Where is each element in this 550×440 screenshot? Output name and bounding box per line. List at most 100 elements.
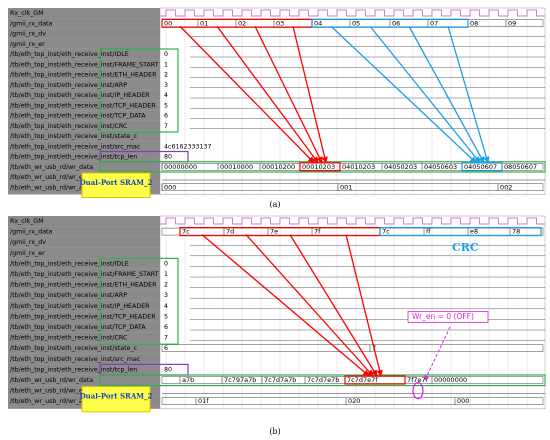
sram-box: [81, 172, 151, 198]
signal-name: /tb/eth_top_inst/eth_receive_inst/TCP_DA…: [10, 113, 146, 120]
cursor-value: 4: [164, 92, 168, 99]
bus-value: 00010203: [302, 163, 335, 171]
cursor-value: 3: [164, 82, 168, 89]
signal-name: /gmii_rx_data: [10, 229, 53, 236]
signal-name: /tb/eth_wr_usb_rd/wr_data: [10, 164, 93, 171]
signal-name: /gmii_rx_er: [10, 41, 45, 48]
bus-value: 06: [392, 19, 400, 27]
bus-value: 00010200: [262, 163, 295, 171]
cursor-value: 3: [164, 292, 168, 299]
signal-name: /tb/eth_top_inst/eth_receive_inst/IDLE: [10, 260, 129, 267]
bus-value: 04: [314, 19, 322, 27]
bus-value: 7d: [226, 228, 234, 236]
bus-value: 04050603: [424, 163, 457, 171]
bus-value: 01: [200, 19, 208, 27]
signal-name: /tb/eth_top_inst/eth_receive_inst/tcp_le…: [10, 366, 137, 373]
wr-data-box: [99, 374, 546, 387]
cursor-value: 6: [164, 345, 168, 352]
data-arrow: [245, 234, 374, 377]
signal-name: /tb/eth_top_inst/eth_receive_inst/state_…: [10, 133, 138, 140]
signal-name: /tb/eth_wr_usb_rd/wr_addr: [10, 184, 94, 191]
bus-value: 7c7d7a7b: [264, 376, 296, 384]
bus-value: 04050203: [384, 163, 417, 171]
bus-value: 7c7d7e7f: [347, 376, 378, 384]
signal-name: /tb/eth_top_inst/eth_receive_inst/src_ma…: [10, 143, 141, 150]
signal-name: /tb/eth_top_inst/eth_receive_inst/ARP: [10, 292, 127, 299]
cursor-value: 0: [164, 51, 168, 58]
signal-name: /tb/eth_top_inst/eth_receive_inst/TCP_DA…: [10, 324, 146, 331]
cursor-value: 4c6162333137: [164, 143, 212, 150]
bus-value: 7f7e7f: [407, 376, 429, 384]
signal-name: Rx_clk_GM: [10, 10, 44, 17]
bus-value: 7c7d7e7b: [307, 376, 339, 384]
signal-name: /tb/eth_top_inst/eth_receive_inst/ETH_HE…: [10, 72, 157, 79]
signal-name: /gmii_rx_er: [10, 250, 45, 257]
bus-value: 01f: [198, 397, 209, 405]
bus-value: 7c: [382, 228, 390, 236]
cursor-value: 5: [164, 102, 168, 109]
wr-en-mark: [412, 382, 424, 400]
signal-name: /tb/eth_top_inst/eth_receive_inst/src_ma…: [10, 356, 141, 363]
bus-value: 05: [352, 19, 360, 27]
data-arrow: [330, 25, 477, 164]
sram-label: Dual-Port SRAM_2: [80, 392, 153, 401]
signal-name: /gmii_rx_dv: [10, 31, 46, 38]
data-arrow: [345, 234, 383, 377]
signal-name: /gmii_rx_data: [10, 20, 53, 27]
signal-name: /tb/eth_top_inst/eth_receive_inst/IP_HEA…: [10, 303, 150, 310]
cursor-value: 2: [164, 72, 168, 79]
cursor-value: 80: [164, 366, 172, 373]
note-box: [407, 310, 489, 323]
signal-name: /tb/eth_wr_usb_rd/wr_addr: [10, 398, 94, 405]
cursor-value: 1: [164, 271, 168, 278]
bus-value: 02: [238, 19, 246, 27]
signal-name: /tb/eth_top_inst/eth_receive_inst/state_…: [10, 345, 138, 352]
bus-value: 7e: [270, 228, 278, 236]
state-box: [99, 48, 179, 133]
source-box: [311, 18, 469, 28]
bus-value: 7c: [182, 228, 190, 236]
name-pane: [8, 8, 160, 195]
signal-name: /tb/eth_top_inst/eth_receive_inst/TCP_HE…: [10, 102, 156, 109]
bus-value: 000: [164, 183, 176, 191]
caption: (b): [269, 427, 280, 436]
data-arrow: [369, 25, 481, 164]
data-arrow: [179, 25, 315, 164]
signal-name: /gmii_rx_dv: [10, 239, 46, 246]
crc-label: CRC: [452, 241, 479, 254]
data-arrow: [254, 25, 323, 164]
signal-name: /tb/eth_wr_usb_rd/wr_en: [10, 174, 87, 181]
signal-name: Rx_clk_GM: [10, 218, 44, 225]
bus-value: 78: [512, 228, 520, 236]
bus-value: 08050607: [504, 163, 537, 171]
signal-name: /tb/eth_top_inst/eth_receive_inst/IDLE: [10, 51, 129, 58]
cursor-value: 2: [164, 282, 168, 289]
bus-value: ff: [426, 228, 431, 236]
signal-name: /tb/eth_top_inst/eth_receive_inst/CRC: [10, 123, 128, 130]
signal-name: /tb/eth_top_inst/eth_receive_inst/FRAME_…: [10, 271, 159, 278]
bus-value: 00000000: [434, 376, 467, 384]
bus-value: 002: [500, 183, 512, 191]
bus-value: a7b: [182, 376, 194, 384]
signal-name: /tb/eth_top_inst/eth_receive_inst/FRAME_…: [10, 61, 159, 68]
bus-value: 03: [276, 19, 284, 27]
signal-name: /tb/eth_top_inst/eth_receive_inst/TCP_HE…: [10, 313, 156, 320]
cursor-value: 7: [164, 123, 168, 130]
bus-value: 7c797a7b: [224, 376, 256, 384]
bus-value: 07: [430, 19, 438, 27]
bus-value: 08: [470, 19, 478, 27]
signal-name: /tb/eth_top_inst/eth_receive_inst/ETH_HE…: [10, 282, 157, 289]
bus-value: 00: [164, 19, 172, 27]
sram-box: [81, 386, 151, 413]
signal-name: /tb/eth_wr_usb_rd/wr_data: [10, 377, 93, 384]
cursor-value: 0: [164, 260, 168, 267]
data-arrow: [447, 26, 490, 164]
cursor-value: 5: [164, 313, 168, 320]
state-box: [99, 257, 179, 345]
bus-wave: [161, 397, 544, 405]
bus-value: 04050607: [464, 163, 497, 171]
cursor-value: 1: [164, 61, 168, 68]
signal-name: /tb/eth_top_inst/eth_receive_inst/tcp_le…: [10, 154, 137, 161]
bus-value: 09: [508, 19, 516, 27]
signal-name: /tb/eth_top_inst/eth_receive_inst/ARP: [10, 82, 127, 89]
